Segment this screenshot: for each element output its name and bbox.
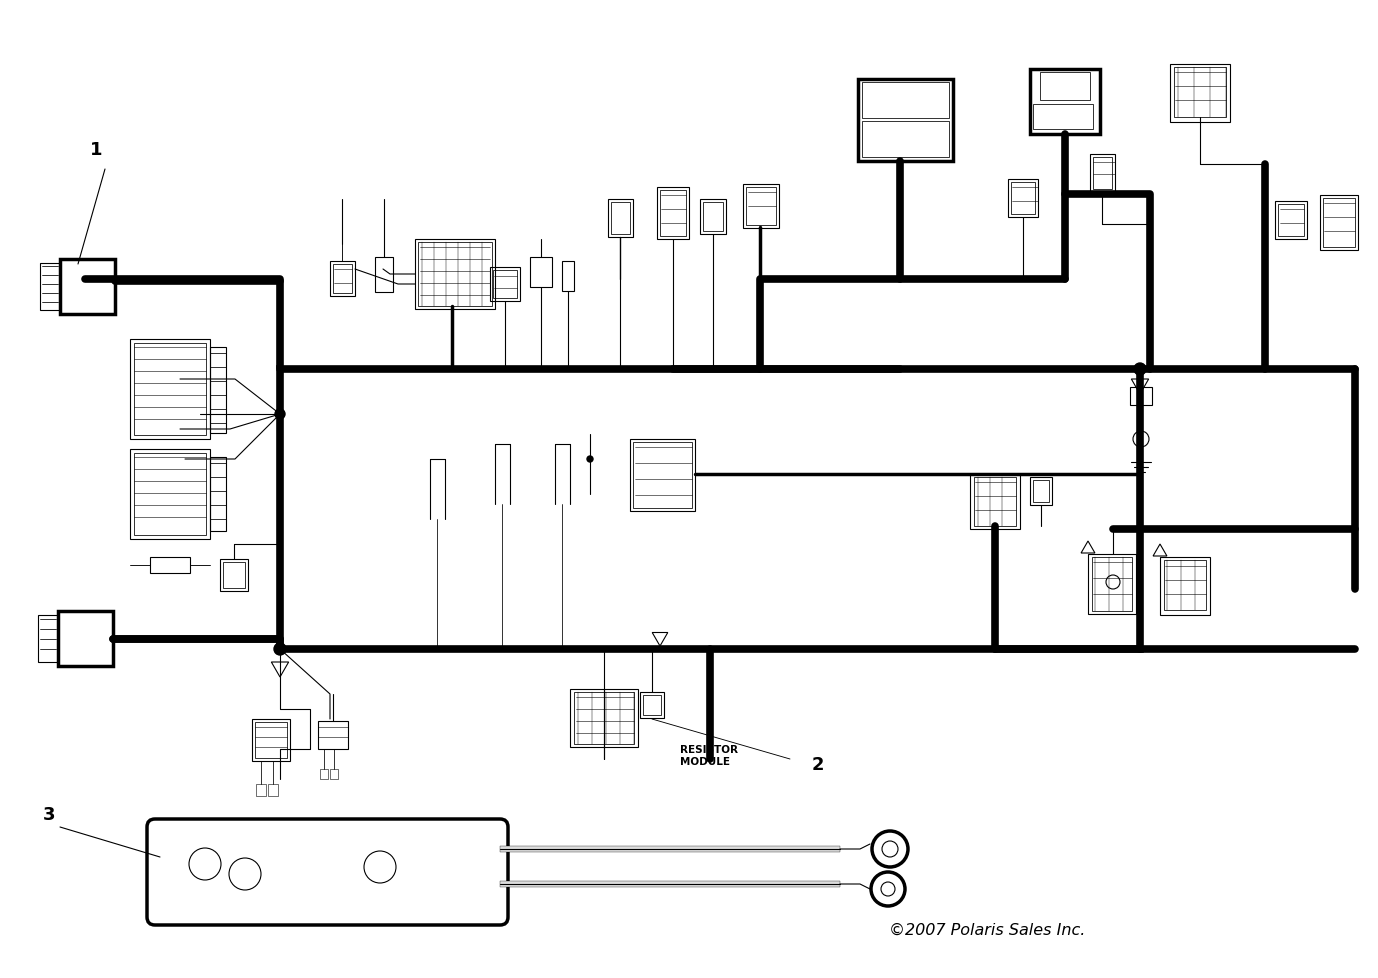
Bar [974, 477, 1016, 526]
Bar [639, 692, 664, 718]
Bar [1029, 477, 1051, 506]
Bar [130, 339, 209, 439]
Bar [1093, 157, 1112, 190]
Bar [1323, 199, 1355, 247]
Bar [255, 723, 287, 758]
Bar [703, 202, 723, 232]
Bar [280, 370, 1140, 649]
Bar [256, 784, 266, 796]
Bar [318, 721, 349, 749]
Bar [415, 240, 495, 310]
Bar [1034, 105, 1093, 130]
Bar [333, 265, 351, 293]
Bar [220, 559, 248, 592]
Bar [1320, 196, 1357, 250]
Circle shape [587, 457, 593, 463]
Circle shape [276, 645, 285, 654]
Bar [267, 784, 278, 796]
Bar [1130, 387, 1152, 406]
Bar [1091, 557, 1131, 611]
Bar [575, 692, 634, 744]
Bar [745, 188, 776, 226]
Bar [493, 271, 517, 298]
Bar [134, 454, 205, 535]
Bar [1034, 480, 1049, 503]
Bar [1170, 65, 1231, 123]
Bar [320, 770, 328, 779]
Circle shape [1134, 364, 1146, 376]
Bar [329, 770, 338, 779]
Bar [500, 846, 841, 852]
Bar [39, 615, 58, 662]
Bar [418, 243, 492, 307]
Bar [58, 611, 113, 666]
Bar [657, 188, 689, 240]
Bar [1090, 155, 1115, 193]
Bar [700, 200, 726, 235]
Text: 1: 1 [90, 141, 102, 158]
Bar [531, 258, 553, 288]
Bar [329, 262, 356, 296]
Bar [1011, 183, 1035, 215]
Bar [223, 562, 245, 589]
Circle shape [276, 410, 285, 420]
Bar [1007, 180, 1038, 218]
Bar [1277, 204, 1304, 237]
Bar [1089, 555, 1135, 614]
Bar [375, 258, 393, 292]
Bar [562, 262, 575, 291]
Bar [1174, 67, 1226, 118]
Bar [500, 881, 841, 887]
Text: RESISTOR
MODULE: RESISTOR MODULE [679, 744, 739, 767]
Bar [610, 202, 630, 235]
Bar [130, 450, 209, 540]
Text: ©2007 Polaris Sales Inc.: ©2007 Polaris Sales Inc. [889, 921, 1086, 937]
Bar [1040, 73, 1090, 101]
Bar [491, 268, 520, 301]
Bar [570, 689, 638, 747]
Circle shape [274, 644, 287, 655]
Bar [40, 264, 61, 311]
Bar [743, 185, 779, 229]
Bar [608, 200, 633, 238]
Bar [630, 439, 695, 511]
Bar [858, 80, 954, 161]
Text: 2: 2 [812, 755, 824, 774]
Bar [61, 260, 114, 315]
Bar [134, 343, 205, 435]
Bar [1164, 560, 1206, 610]
Bar [209, 347, 226, 433]
Bar [150, 557, 190, 573]
Bar [209, 458, 226, 531]
Bar [1275, 201, 1306, 240]
Bar [863, 122, 949, 157]
Text: 3: 3 [43, 805, 55, 823]
Bar [660, 191, 686, 237]
Bar [252, 719, 289, 761]
Bar [1160, 557, 1210, 615]
Bar [863, 83, 949, 119]
Bar [1029, 70, 1100, 135]
Bar [644, 695, 661, 715]
Bar [633, 443, 692, 509]
Bar [970, 474, 1020, 529]
